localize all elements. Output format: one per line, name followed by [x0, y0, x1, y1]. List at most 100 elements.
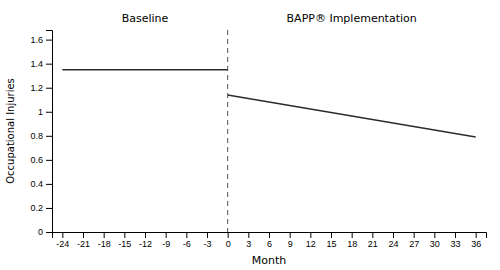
x-tick-label: -12: [139, 239, 152, 249]
x-tick: 3: [246, 232, 251, 249]
x-tick-label: 9: [288, 239, 293, 249]
x-tick-mark: [455, 232, 456, 238]
y-tick: 0.2: [30, 203, 52, 213]
y-tick: 1: [38, 107, 52, 117]
x-tick-label: -24: [56, 239, 69, 249]
x-tick-label: -15: [118, 239, 131, 249]
y-tick-label: 1.6: [30, 35, 43, 45]
x-tick-mark: [145, 232, 146, 238]
x-tick-label: 0: [226, 239, 231, 249]
marks: [62, 30, 475, 232]
x-tick-label: -3: [203, 239, 211, 249]
y-tick-mark: [46, 64, 52, 65]
x-tick: 18: [347, 232, 357, 249]
y-tick-label: 0.8: [30, 131, 43, 141]
x-tick-mark: [393, 232, 394, 238]
x-tick-mark: [83, 232, 84, 238]
x-tick-mark: [62, 232, 63, 238]
x-tick-label: 3: [246, 239, 251, 249]
y-tick-label: 1: [38, 107, 43, 117]
x-tick-label: 36: [471, 239, 481, 249]
x-tick: -18: [98, 232, 111, 249]
x-tick-label: 12: [306, 239, 316, 249]
x-tick: 6: [267, 232, 272, 249]
x-axis-line: [53, 233, 487, 239]
y-tick-mark: [46, 160, 52, 161]
x-tick: 27: [409, 232, 419, 249]
section-label: BAPP® Implementation: [287, 12, 417, 25]
series-line: [228, 95, 476, 137]
y-axis-title: Occupational Injuries: [5, 78, 16, 184]
x-tick-label: 27: [409, 239, 419, 249]
y-tick-mark: [46, 40, 52, 41]
y-tick: 0.4: [30, 179, 52, 189]
x-tick: 36: [471, 232, 481, 249]
x-tick-label: 33: [450, 239, 460, 249]
series-line: [62, 69, 227, 71]
x-tick: -15: [118, 232, 131, 249]
y-tick: 1.2: [30, 83, 52, 93]
y-tick: 1.6: [30, 35, 52, 45]
x-tick-label: 30: [430, 239, 440, 249]
x-tick-mark: [124, 232, 125, 238]
x-tick: -3: [203, 232, 211, 249]
x-tick-mark: [414, 232, 415, 238]
chart: -24-21-18-15-12-9-6-30369121518212427303…: [0, 0, 500, 270]
x-tick-label: 6: [267, 239, 272, 249]
x-tick: 21: [368, 232, 378, 249]
x-tick-mark: [331, 232, 332, 238]
x-tick-label: 24: [388, 239, 398, 249]
reference-line: [227, 30, 228, 232]
x-tick: -12: [139, 232, 152, 249]
y-tick-label: 1.4: [30, 59, 43, 69]
x-tick-label: 21: [368, 239, 378, 249]
y-axis-line: [46, 31, 53, 233]
x-tick: 12: [306, 232, 316, 249]
y-tick-label: 0.6: [30, 155, 43, 165]
x-tick: 0: [226, 232, 231, 249]
x-tick: -9: [162, 232, 170, 249]
x-tick-mark: [207, 232, 208, 238]
x-tick: 9: [288, 232, 293, 249]
y-tick-mark: [46, 208, 52, 209]
y-tick-label: 1.2: [30, 83, 43, 93]
x-tick-mark: [248, 232, 249, 238]
x-tick-mark: [434, 232, 435, 238]
x-tick-label: -18: [98, 239, 111, 249]
x-tick-label: -21: [77, 239, 90, 249]
plot: -24-21-18-15-12-9-6-30369121518212427303…: [30, 12, 486, 249]
x-tick-mark: [476, 232, 477, 238]
section-label: Baseline: [122, 12, 169, 25]
y-tick-mark: [46, 184, 52, 185]
y-tick: 0: [38, 227, 52, 237]
x-tick-label: 18: [347, 239, 357, 249]
x-tick: 24: [388, 232, 398, 249]
y-tick-mark: [46, 232, 52, 233]
y-tick-label: 0.2: [30, 203, 43, 213]
y-tick-mark: [46, 136, 52, 137]
y-tick: 0.8: [30, 131, 52, 141]
x-axis: -24-21-18-15-12-9-6-30369121518212427303…: [53, 232, 487, 249]
x-tick-mark: [104, 232, 105, 238]
x-tick: 33: [450, 232, 460, 249]
y-axis: 0 0.2 0.4 0.6 0.8 1 1.2 1.4 1.6: [30, 31, 52, 238]
x-tick-label: -6: [183, 239, 191, 249]
x-tick: -21: [77, 232, 90, 249]
x-tick-mark: [372, 232, 373, 238]
y-tick-label: 0.4: [30, 179, 43, 189]
x-tick-mark: [352, 232, 353, 238]
y-tick: 0.6: [30, 155, 52, 165]
x-tick: 30: [430, 232, 440, 249]
x-tick-mark: [228, 232, 229, 238]
x-tick-mark: [290, 232, 291, 238]
x-tick-mark: [186, 232, 187, 238]
x-tick: -6: [183, 232, 191, 249]
y-tick-label: 0: [38, 227, 43, 237]
y-tick-mark: [46, 112, 52, 113]
x-tick: -24: [56, 232, 69, 249]
x-tick-label: 15: [326, 239, 336, 249]
x-tick-label: -9: [162, 239, 170, 249]
x-tick-mark: [310, 232, 311, 238]
x-tick-mark: [166, 232, 167, 238]
y-tick: 1.4: [30, 59, 52, 69]
